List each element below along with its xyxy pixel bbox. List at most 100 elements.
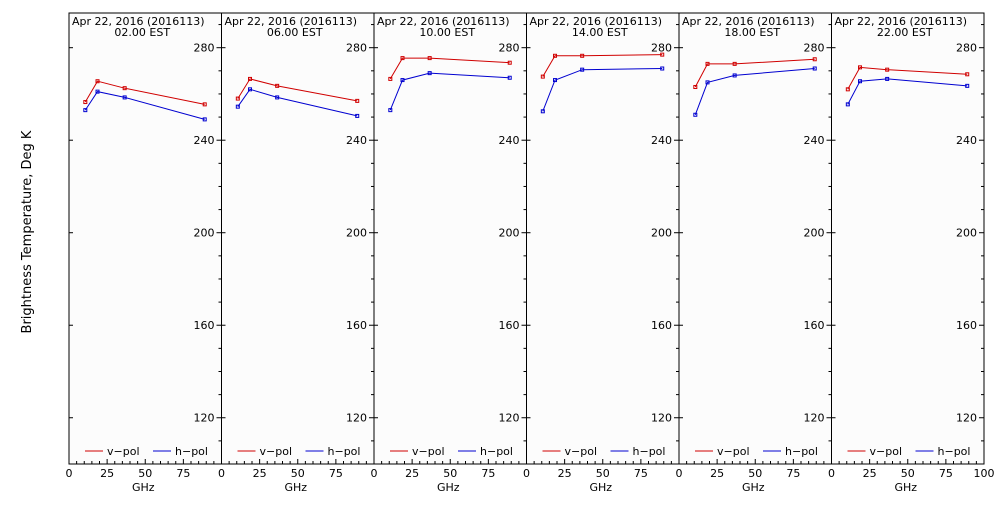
data-point (355, 98, 360, 103)
x-tick-label: 0 (66, 467, 73, 480)
y-tick-label: 200 (346, 227, 367, 240)
series-line-h-pol (542, 68, 663, 112)
panel-title: Apr 22, 2016 (2016113) (72, 15, 205, 28)
data-point (812, 57, 817, 62)
y-tick-label: 240 (956, 134, 977, 147)
data-point (732, 73, 737, 78)
x-tick-label: 75 (329, 467, 343, 480)
x-axis-label: GHz (589, 481, 612, 494)
x-tick-label: 75 (939, 467, 953, 480)
x-axis-label: GHz (742, 481, 765, 494)
x-tick-label: 25 (558, 467, 572, 480)
x-tick-label: 25 (710, 467, 724, 480)
data-point (235, 96, 240, 101)
y-tick-label: 120 (651, 412, 672, 425)
legend-label-v-pol: v−pol (565, 445, 598, 458)
y-tick-label: 200 (651, 227, 672, 240)
data-point (427, 56, 432, 61)
data-point (83, 108, 88, 113)
data-point (388, 76, 393, 81)
data-point (202, 102, 207, 107)
data-point (388, 108, 393, 113)
x-axis-label: GHz (284, 481, 307, 494)
panel-subtitle: 22.00 EST (877, 26, 933, 39)
data-point (965, 72, 970, 77)
y-tick-label: 120 (499, 412, 520, 425)
data-point (122, 86, 127, 91)
panel-title: Apr 22, 2016 (2016113) (377, 15, 510, 28)
data-point (540, 109, 545, 114)
data-point (885, 76, 890, 81)
y-tick-label: 240 (804, 134, 825, 147)
y-tick-label: 160 (804, 319, 825, 332)
data-point (275, 83, 280, 88)
data-point (235, 104, 240, 109)
panel-1-frame (68, 12, 222, 465)
x-tick-label: 100 (974, 467, 995, 480)
x-tick-label: 25 (863, 467, 877, 480)
data-point (845, 87, 850, 92)
y-tick-label: 280 (651, 42, 672, 55)
x-tick-label: 0 (371, 467, 378, 480)
legend-label-h-pol: h−pol (175, 445, 208, 458)
panel-subtitle: 18.00 EST (724, 26, 780, 39)
series-line-h-pol (237, 88, 358, 117)
x-tick-label: 75 (634, 467, 648, 480)
data-point (540, 74, 545, 79)
series-line-h-pol (847, 78, 968, 105)
x-tick-label: 50 (901, 467, 915, 480)
data-point (965, 83, 970, 88)
x-tick-label: 50 (443, 467, 457, 480)
series-line-v-pol (389, 57, 510, 80)
series-line-v-pol (237, 78, 358, 102)
x-tick-label: 0 (218, 467, 225, 480)
data-point (507, 75, 512, 80)
x-tick-label: 75 (176, 467, 190, 480)
y-tick-label: 200 (499, 227, 520, 240)
data-point (400, 56, 405, 61)
data-point (732, 61, 737, 66)
series-line-h-pol (389, 72, 510, 111)
y-tick-label: 120 (804, 412, 825, 425)
panel-title: Apr 22, 2016 (2016113) (835, 15, 968, 28)
data-point (427, 71, 432, 76)
y-tick-label: 240 (651, 134, 672, 147)
data-point (507, 60, 512, 65)
y-tick-label: 160 (194, 319, 215, 332)
y-tick-label: 240 (194, 134, 215, 147)
y-tick-label: 200 (804, 227, 825, 240)
data-point (705, 61, 710, 66)
panel-subtitle: 14.00 EST (572, 26, 628, 39)
y-tick-label: 280 (194, 42, 215, 55)
data-point (95, 89, 100, 94)
data-point (580, 67, 585, 72)
x-axis-label: GHz (894, 481, 917, 494)
y-tick-label: 280 (346, 42, 367, 55)
data-point (83, 100, 88, 105)
data-point (400, 78, 405, 83)
series-line-v-pol (847, 66, 968, 90)
data-point (122, 95, 127, 100)
x-axis-label: GHz (437, 481, 460, 494)
y-tick-label: 280 (956, 42, 977, 55)
y-tick-label: 120 (956, 412, 977, 425)
y-tick-label: 160 (499, 319, 520, 332)
y-tick-label: 120 (346, 412, 367, 425)
x-tick-label: 0 (676, 467, 683, 480)
panel-subtitle: 06.00 EST (267, 26, 323, 39)
x-tick-label: 50 (291, 467, 305, 480)
y-tick-label: 280 (499, 42, 520, 55)
legend-label-v-pol: v−pol (412, 445, 445, 458)
data-point (660, 52, 665, 57)
legend-label-h-pol: h−pol (633, 445, 666, 458)
x-tick-label: 25 (100, 467, 114, 480)
panels: Apr 22, 2016 (2016113)02.00 EST120160200… (66, 12, 995, 494)
x-tick-label: 75 (786, 467, 800, 480)
y-tick-label: 200 (194, 227, 215, 240)
y-tick-label: 280 (804, 42, 825, 55)
x-axis-label: GHz (132, 481, 155, 494)
data-point (248, 76, 253, 81)
y-tick-label: 200 (956, 227, 977, 240)
data-point (202, 117, 207, 122)
